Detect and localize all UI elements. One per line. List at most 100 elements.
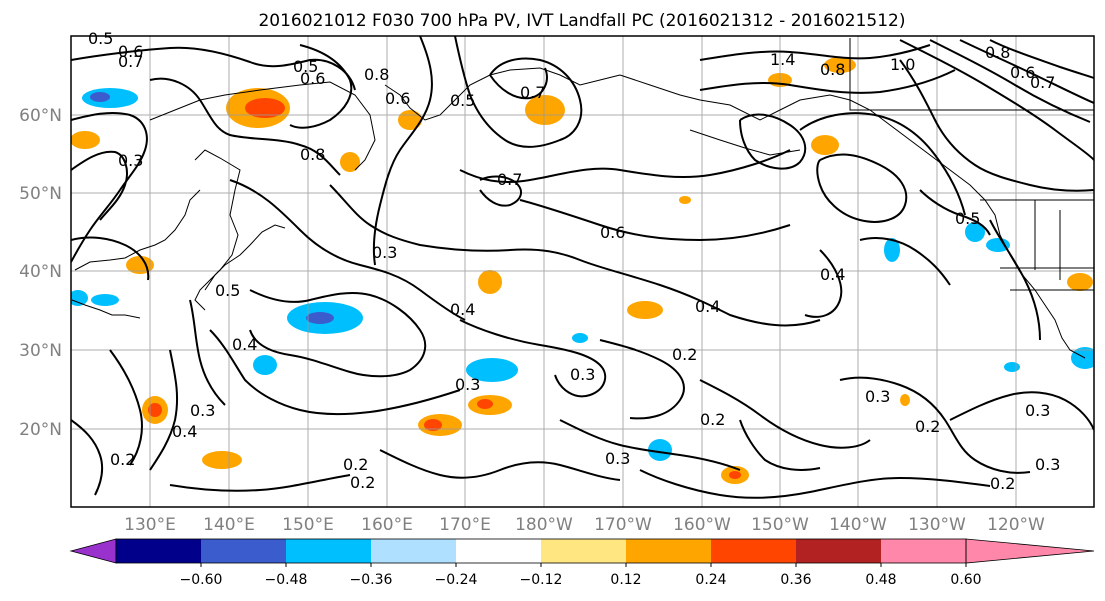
contour-label: 0.3: [865, 387, 890, 406]
negative-anomaly: [884, 238, 900, 262]
contour-label: 0.3: [190, 401, 215, 420]
latitude-labels: 60°N 50°N 40°N 30°N 20°N: [19, 106, 62, 440]
negative-anomaly: [91, 294, 119, 306]
contour-label: 0.5: [215, 281, 240, 300]
colorbar-tick-label: 0.12: [610, 572, 641, 588]
positive-anomaly: [478, 270, 502, 294]
lat-label: 50°N: [19, 184, 62, 204]
contour-label: 0.6: [118, 42, 143, 61]
lon-label: 150°E: [282, 515, 334, 535]
negative-anomaly: [986, 238, 1010, 252]
colorbar-tick-label: −0.24: [435, 572, 478, 588]
contour-label: 0.8: [820, 60, 845, 79]
lon-label: 150°W: [751, 515, 809, 535]
negative-anomaly: [965, 222, 985, 242]
contour-labels: 0.5 0.6 0.7 0.5 0.6 0.8 0.6 0.5 1.4 0.8 …: [88, 29, 1060, 493]
positive-anomaly: [340, 152, 360, 172]
lon-label: 160°E: [361, 515, 413, 535]
contour-label: 0.3: [455, 375, 480, 394]
contour-label: 0.7: [118, 52, 143, 71]
contour-label: 0.6: [300, 69, 325, 88]
contour-label: 0.2: [990, 474, 1015, 493]
contour-label: 0.6: [1010, 63, 1035, 82]
contour-label: 0.4: [695, 297, 720, 316]
contour-label: 0.3: [372, 243, 397, 262]
positive-anomaly: [679, 196, 691, 204]
colorbar-segment: [626, 539, 711, 563]
contour-label: 0.4: [820, 265, 845, 284]
colorbar-tick-label: 0.48: [865, 572, 896, 588]
negative-anomaly: [90, 92, 110, 102]
positive-anomaly: [627, 301, 663, 319]
colorbar-segment: [796, 539, 881, 563]
contour-label: 0.2: [343, 455, 368, 474]
contour-label: 0.2: [700, 410, 725, 429]
contour-label: 0.5: [450, 91, 475, 110]
contour-label: 0.3: [605, 449, 630, 468]
contour-label: 0.6: [385, 89, 410, 108]
colorbar-tick-label: 0.24: [695, 572, 726, 588]
lon-label: 160°W: [673, 515, 731, 535]
colorbar-segment: [541, 539, 626, 563]
colorbar-tick-label: 0.36: [780, 572, 811, 588]
contour-label: 0.7: [1030, 73, 1055, 92]
contour-label: 0.8: [985, 43, 1010, 62]
negative-anomaly: [306, 312, 334, 324]
longitude-labels: 130°E 140°E 150°E 160°E 170°E 180°W 170°…: [124, 515, 1045, 535]
negative-anomaly: [1071, 347, 1094, 369]
lat-label: 20°N: [19, 420, 62, 440]
contour-label: 0.3: [1035, 455, 1060, 474]
negative-anomaly: [572, 333, 588, 343]
colorbar-segment: [456, 539, 541, 563]
contour-label: 0.4: [172, 422, 197, 441]
lon-label: 170°W: [594, 515, 652, 535]
colorbar-segment: [201, 539, 286, 563]
colorbar-tick-label: −0.48: [265, 572, 308, 588]
colorbar: −0.60 −0.48 −0.36 −0.24 −0.12 0.12 0.24 …: [69, 538, 1095, 588]
positive-anomaly: [424, 419, 442, 431]
contour-label: 0.5: [293, 57, 318, 76]
colorbar-tick-label: −0.60: [180, 572, 223, 588]
colorbar-tick-labels: −0.60 −0.48 −0.36 −0.24 −0.12 0.12 0.24 …: [180, 572, 982, 588]
positive-anomaly: [477, 399, 493, 409]
map-panel: 0.5 0.6 0.7 0.5 0.6 0.8 0.6 0.5 1.4 0.8 …: [19, 29, 1095, 535]
contour-label: 0.3: [118, 151, 143, 170]
contour-label: 0.3: [570, 365, 595, 384]
positive-anomaly: [525, 95, 565, 125]
lon-label: 140°E: [203, 515, 255, 535]
positive-anomaly: [245, 98, 285, 118]
lat-label: 30°N: [19, 341, 62, 361]
contour-label: 0.4: [450, 300, 475, 319]
contour-label: 1.4: [770, 50, 795, 69]
colorbar-extend-min: [69, 538, 117, 564]
negative-anomaly: [253, 355, 277, 375]
positive-anomaly: [398, 110, 422, 130]
colorbar-segment: [711, 539, 796, 563]
contour-label: 0.7: [520, 83, 545, 102]
map-frame: [70, 35, 1095, 508]
contour-label: 0.2: [110, 450, 135, 469]
colorbar-tick-label: −0.12: [520, 572, 563, 588]
contour-label: 0.7: [497, 170, 522, 189]
contour-label: 0.2: [915, 417, 940, 436]
contour-label: 0.8: [364, 65, 389, 84]
lon-label: 130°E: [124, 515, 176, 535]
colorbar-tick-label: −0.36: [350, 572, 393, 588]
contour-label: 0.2: [672, 345, 697, 364]
colorbar-segment: [116, 539, 201, 563]
contour-label: 1.0: [890, 55, 915, 74]
negative-anomaly: [466, 358, 518, 382]
contour-label: 0.4: [232, 335, 257, 354]
contour-label: 0.5: [955, 209, 980, 228]
pv-contours: [71, 36, 1094, 499]
lon-label: 180°W: [515, 515, 573, 535]
positive-anomaly: [148, 403, 162, 417]
plot-title: 2016021012 F030 700 hPa PV, IVT Landfall…: [258, 11, 905, 31]
contour-label: 0.8: [300, 145, 325, 164]
colorbar-segment: [371, 539, 456, 563]
positive-anomaly: [811, 135, 839, 155]
contour-label: 0.3: [1025, 401, 1050, 420]
lon-label: 140°W: [829, 515, 887, 535]
coastlines: [71, 38, 1094, 359]
colorbar-segment: [881, 539, 966, 563]
